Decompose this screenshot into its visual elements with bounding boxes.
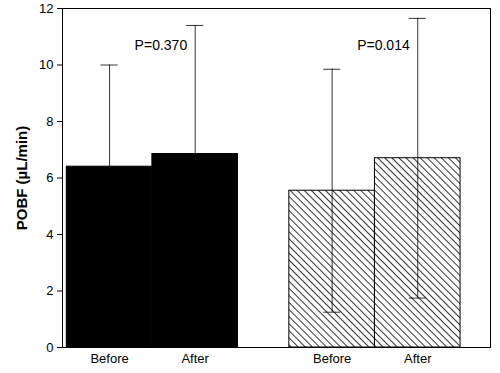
svg-text:2: 2 (46, 283, 53, 298)
svg-text:Before: Before (90, 351, 128, 366)
svg-text:4: 4 (46, 227, 53, 242)
svg-text:10: 10 (39, 57, 53, 72)
svg-text:After: After (181, 351, 209, 366)
svg-text:After: After (404, 351, 432, 366)
svg-text:8: 8 (46, 114, 53, 129)
svg-text:P=0.370: P=0.370 (135, 37, 188, 53)
svg-text:POBF (µL/min): POBF (µL/min) (13, 126, 30, 230)
svg-text:12: 12 (39, 1, 53, 16)
svg-text:Before: Before (313, 351, 351, 366)
svg-text:6: 6 (46, 170, 53, 185)
svg-text:0: 0 (46, 340, 53, 355)
svg-text:P=0.014: P=0.014 (357, 37, 410, 53)
